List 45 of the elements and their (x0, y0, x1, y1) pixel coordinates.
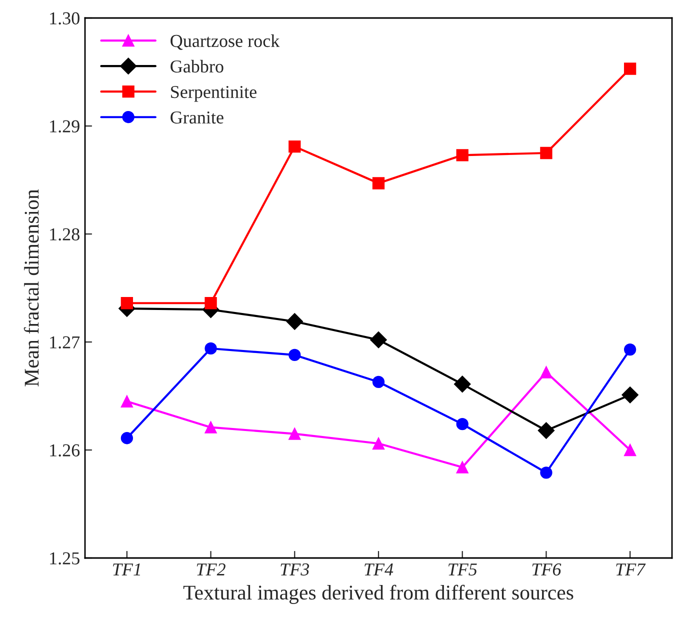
point (288, 140, 301, 153)
point (372, 177, 385, 190)
point (622, 386, 638, 404)
x-tick-label: TF3 (280, 563, 310, 576)
point (288, 348, 301, 362)
y-tick-label: 1.25 (50, 552, 80, 565)
point (540, 466, 552, 479)
point (120, 395, 134, 408)
legend-label: Granite (170, 111, 224, 124)
point (456, 461, 468, 474)
point (288, 428, 301, 440)
legend-label: Gabbro (170, 60, 224, 73)
point (120, 432, 134, 444)
x-tick-label: TF5 (448, 564, 477, 576)
x-tick-label: TF1 (113, 563, 140, 576)
point (540, 146, 552, 160)
point (372, 376, 385, 388)
point (286, 313, 304, 330)
point (370, 331, 387, 348)
point (204, 421, 217, 434)
point (624, 444, 636, 456)
point (204, 342, 217, 355)
point (540, 366, 552, 378)
point (204, 297, 217, 310)
y-axis-title: Mean fractal dimension (24, 189, 39, 386)
y-tick-label: 1.27 (50, 336, 80, 349)
point (456, 149, 468, 162)
y-tick-label: 1.30 (50, 12, 80, 25)
legend-label: Serpentinite (171, 86, 256, 102)
point (120, 297, 134, 310)
point (454, 376, 471, 392)
point (624, 62, 636, 75)
x-tick-label: TF2 (196, 563, 226, 576)
y-tick-label: 1.28 (50, 228, 80, 241)
point (456, 418, 468, 430)
point (624, 343, 636, 356)
point (372, 437, 385, 450)
x-axis-title: Textural images derived from different sources (183, 584, 574, 604)
x-tick-label: TF4 (364, 564, 394, 576)
x-tick-label: TF7 (616, 564, 646, 576)
y-tick-label: 1.26 (50, 444, 80, 457)
x-tick-label: TF6 (532, 563, 562, 576)
point (538, 422, 555, 439)
y-tick-label: 1.29 (50, 120, 80, 133)
legend-label: Quartzose rock (170, 34, 280, 50)
